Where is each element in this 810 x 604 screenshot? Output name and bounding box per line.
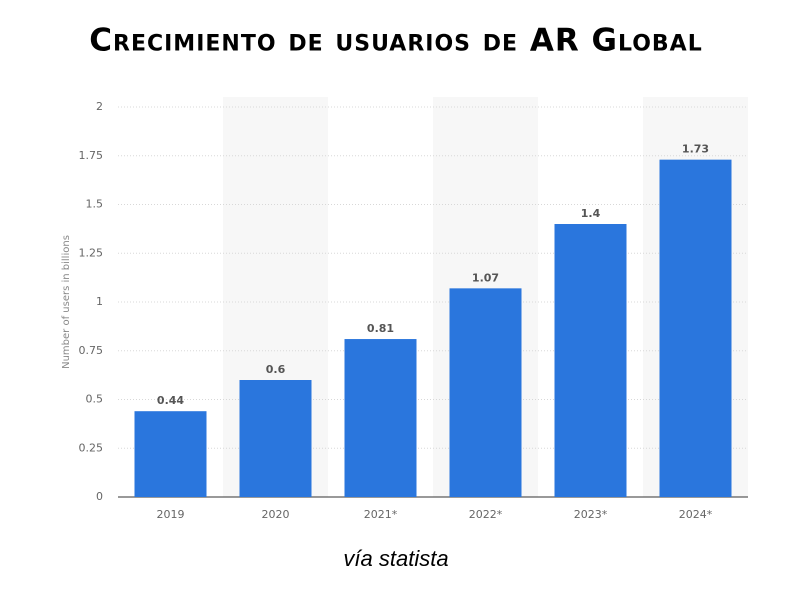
value-label: 0.81 <box>367 322 394 335</box>
y-tick-label: 1 <box>96 295 103 308</box>
y-axis-label: Number of users in billions <box>61 235 72 369</box>
x-tick-label: 2022* <box>469 508 503 521</box>
value-label: 1.07 <box>472 271 499 284</box>
value-label: 0.6 <box>266 363 286 376</box>
x-tick-label: 2023* <box>574 508 608 521</box>
x-tick-label: 2024* <box>679 508 713 521</box>
x-tick-label: 2019 <box>157 508 185 521</box>
source-note: vía statista <box>343 546 448 571</box>
y-tick-label: 0 <box>96 490 103 503</box>
y-tick-label: 0.5 <box>86 393 104 406</box>
bar <box>239 380 312 497</box>
y-tick-label: 1.25 <box>79 246 104 259</box>
y-tick-label: 0.25 <box>79 441 104 454</box>
y-tick-label: 1.75 <box>79 149 104 162</box>
y-tick-label: 1.5 <box>86 198 104 211</box>
bar <box>134 411 207 497</box>
bar <box>554 224 627 497</box>
value-label: 0.44 <box>157 394 184 407</box>
value-label: 1.73 <box>682 143 709 156</box>
x-tick-label: 2021* <box>364 508 398 521</box>
bar <box>449 288 522 497</box>
bar <box>344 339 417 497</box>
value-label: 1.4 <box>581 207 601 220</box>
y-tick-label: 0.75 <box>79 344 104 357</box>
x-tick-label: 2020 <box>262 508 290 521</box>
chart-title: Crecimiento de usuarios de AR Global <box>89 23 702 59</box>
y-tick-label: 2 <box>96 100 103 113</box>
bar <box>659 159 732 497</box>
